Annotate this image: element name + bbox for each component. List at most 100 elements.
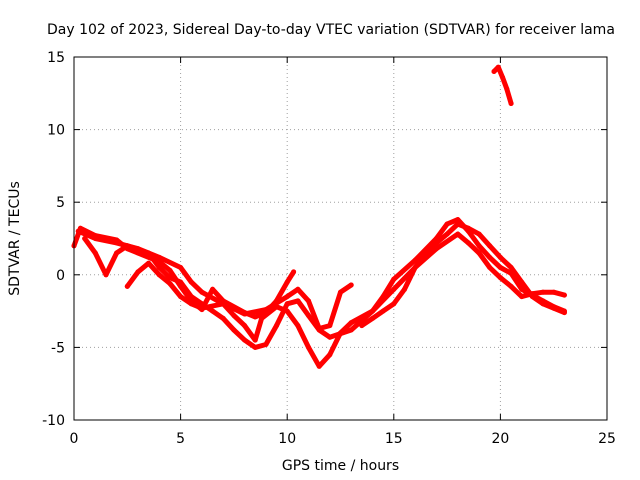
x-tick-label: 0: [70, 431, 79, 447]
x-tick-label: 15: [385, 431, 403, 447]
data-point: [455, 217, 461, 223]
data-point: [295, 298, 301, 304]
data-point: [156, 272, 162, 278]
series-line-track-b: [75, 217, 567, 369]
x-tick-label: 10: [278, 431, 296, 447]
data-point: [497, 275, 503, 281]
data-point: [348, 327, 354, 333]
plot-frame: [73, 56, 608, 421]
data-point: [370, 315, 375, 321]
data-point: [476, 231, 482, 237]
data-point: [188, 294, 194, 300]
data-point: [508, 283, 514, 289]
data-point: [146, 250, 152, 256]
data-point: [359, 323, 365, 329]
data-point: [391, 276, 397, 282]
data-point: [327, 334, 333, 340]
x-tick-label: 20: [491, 431, 509, 447]
data-point: [433, 240, 439, 246]
data-point: [92, 250, 98, 256]
data-point: [540, 301, 546, 307]
data-point: [391, 286, 397, 292]
data-point: [199, 289, 205, 295]
data-point: [199, 305, 205, 311]
x-tick-label: 5: [176, 431, 185, 447]
data-point: [178, 279, 184, 285]
data-point: [242, 337, 248, 343]
data-point: [519, 294, 525, 300]
data-point: [231, 313, 237, 318]
data-point: [519, 279, 525, 285]
y-tick-label: 10: [47, 123, 65, 139]
y-tick-label: -5: [51, 340, 65, 356]
data-point: [412, 257, 418, 263]
data-point: [504, 86, 510, 92]
data-point: [444, 221, 450, 227]
data-point: [135, 269, 141, 275]
data-point: [210, 308, 216, 314]
y-axis-label: SDTVAR / TECUs: [7, 181, 23, 296]
data-point: [500, 74, 505, 80]
data-point: [529, 294, 535, 300]
data-point: [284, 279, 290, 285]
data-point: [274, 323, 279, 329]
y-tick-label: 0: [56, 268, 65, 284]
data-point: [444, 231, 450, 237]
series-line-track-e: [359, 221, 567, 329]
data-point: [75, 228, 81, 234]
data-point: [455, 231, 461, 237]
data-point: [124, 243, 130, 249]
data-point: [519, 286, 525, 292]
data-point: [465, 225, 471, 231]
data-point: [178, 294, 184, 300]
data-point: [455, 221, 461, 227]
data-point: [487, 265, 493, 270]
data-point: [495, 64, 501, 70]
data-point: [220, 301, 226, 307]
data-point: [167, 267, 173, 273]
data-point: [103, 272, 109, 278]
series-line-track-f: [491, 64, 514, 106]
data-point: [561, 310, 567, 316]
data-point: [316, 326, 322, 331]
data-point: [327, 352, 333, 358]
data-point: [497, 254, 503, 260]
data-point: [508, 101, 514, 106]
data-point: [188, 301, 194, 307]
data-point: [263, 307, 269, 313]
x-axis-label: GPS time / hours: [282, 458, 399, 474]
data-point: [252, 344, 258, 350]
data-point: [210, 286, 216, 292]
data-point: [412, 265, 418, 270]
data-point: [306, 344, 311, 350]
data-point: [284, 294, 290, 300]
y-tick-label: 15: [47, 50, 65, 66]
grid-lines: [74, 57, 607, 420]
data-point: [338, 289, 343, 295]
data-point: [291, 269, 297, 275]
x-tick-label: 25: [598, 431, 616, 447]
data-point: [465, 240, 471, 246]
data-point: [284, 301, 290, 307]
data-point: [497, 265, 503, 270]
data-point: [252, 314, 258, 320]
data-point: [402, 286, 407, 292]
data-point: [380, 308, 386, 314]
data-point: [252, 337, 258, 343]
data-point: [220, 315, 226, 321]
data-point: [188, 279, 194, 285]
data-point: [114, 240, 120, 246]
data-point: [370, 308, 375, 314]
data-point: [487, 254, 493, 260]
data-point: [306, 313, 311, 318]
data-point: [114, 250, 120, 256]
data-point: [508, 265, 514, 270]
chart-title: Day 102 of 2023, Sidereal Day-to-day VTE…: [47, 22, 615, 38]
data-point: [124, 283, 130, 289]
data-point: [146, 260, 152, 266]
data-point: [167, 281, 173, 286]
data-point: [306, 298, 311, 304]
data-point: [92, 236, 98, 241]
data-point: [540, 289, 546, 295]
data-point: [423, 250, 429, 256]
